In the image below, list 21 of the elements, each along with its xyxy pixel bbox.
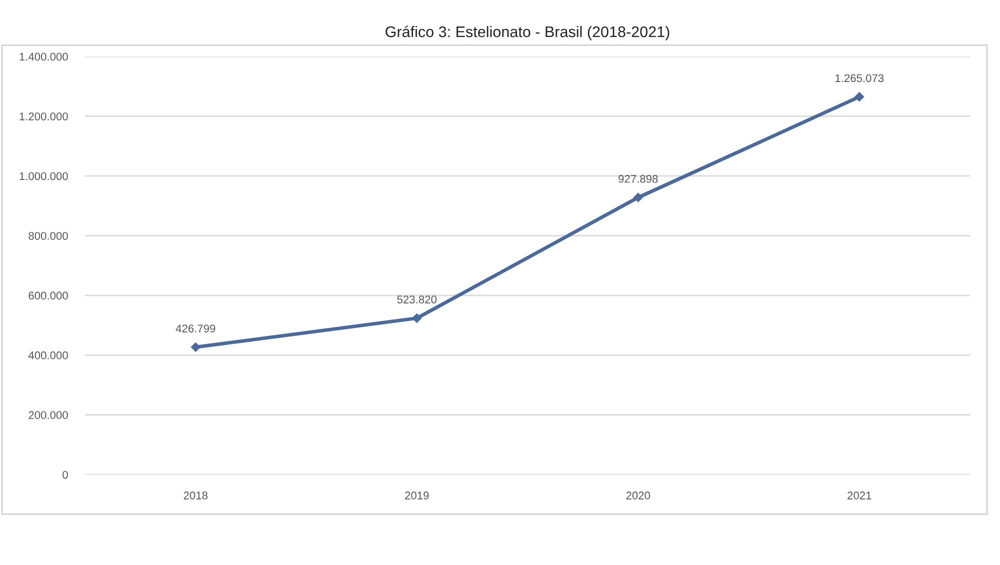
data-label: 523.820: [397, 296, 437, 304]
y-tick-label: 1.400.000: [20, 52, 68, 61]
chart-title: Gráfico 3: Estelionato - Brasil (2018-2021): [386, 26, 670, 40]
data-label: 927.898: [618, 174, 658, 183]
point: [191, 342, 200, 352]
x-tick-label: 2020: [626, 492, 650, 500]
data-label: 1.265.073: [836, 74, 884, 82]
y-tick-label: 400.000: [28, 351, 68, 360]
x-tick-label: 2018: [184, 492, 208, 500]
y-tick-label: 200.000: [28, 411, 68, 420]
y-tick-label: 800.000: [28, 232, 68, 240]
point: [412, 314, 422, 323]
y-tick-label: 0: [62, 470, 68, 479]
point: [854, 92, 864, 102]
point: [634, 192, 643, 202]
y-tick-label: 600.000: [28, 292, 68, 300]
y-tick-label: 1.200.000: [20, 112, 68, 120]
x-tick-label: 2019: [405, 492, 429, 500]
x-tick-label: 2021: [848, 492, 872, 500]
data-label: 426.799: [176, 324, 216, 332]
y-tick-label: 1.000.000: [20, 172, 68, 180]
